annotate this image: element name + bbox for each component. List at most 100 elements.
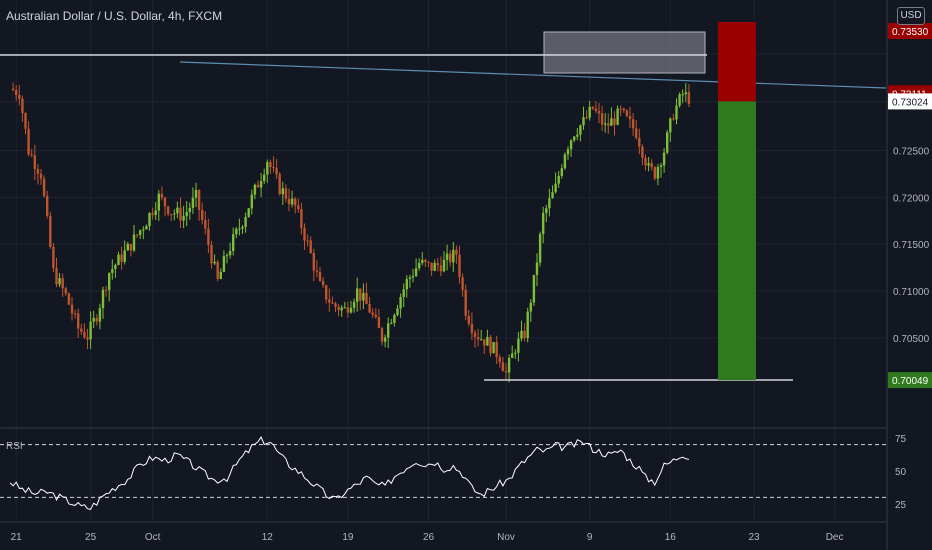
candle-body [622,108,625,111]
candle-body [80,328,83,332]
trend-line [179,61,887,89]
candle-body [337,306,340,311]
candle-body [139,230,142,235]
candle-body [222,256,226,272]
price-tag-target: 0.70049 [892,376,929,387]
candle-body [678,94,681,106]
candle-body [619,108,622,110]
candle-body [427,261,430,263]
candle-body [535,262,539,275]
candle-body [46,195,49,216]
time-axis-label: 25 [85,532,97,543]
candle-body [232,234,235,251]
candle-body [545,208,548,214]
candle-body [27,128,30,155]
rsi-pane-label: RSI [6,441,23,452]
candle-body [39,173,43,179]
candle-body [309,240,312,254]
candle-body [514,352,517,354]
candle-body [170,214,173,216]
candle-body [179,207,182,221]
candle-body [588,106,591,118]
candle-body [399,297,402,309]
candle-body [42,178,46,196]
candle-body [557,175,560,184]
candle-body [526,311,529,339]
candle-body [346,307,350,313]
candle-body [604,123,607,125]
candle-body [408,277,412,280]
currency-badge[interactable]: USD [897,7,925,25]
candle-body [461,277,464,290]
candle-body [173,213,176,215]
chart-title: Australian Dollar / U.S. Dollar, 4h, FXC… [6,9,223,23]
price-axis-label: 0.71500 [893,240,930,251]
candle-body [108,273,111,291]
candle-body [281,188,284,195]
candle-body [486,337,489,346]
time-axis-label: 23 [748,532,760,543]
candle-body [148,213,151,227]
candle-body [194,189,198,198]
candle-body [520,330,523,339]
candle-body [272,167,275,169]
time-axis-label: Nov [497,532,515,543]
candle-body [554,183,557,193]
candle-body [67,293,71,305]
time-axis-label: 19 [342,532,354,543]
candle-body [331,302,334,304]
candle-body [325,285,328,300]
candle-body [126,243,129,251]
candle-body [393,315,396,323]
candle-body [362,292,365,301]
candle-body [628,116,632,120]
candle-body [120,254,123,262]
candle-body [684,92,687,95]
candle-body [77,313,80,329]
candle-body [436,263,439,266]
candle-body [458,254,461,278]
candle-body [616,108,619,125]
candle-body [300,209,303,228]
candle-body [610,118,613,126]
candle-body [36,168,40,174]
candle-body [390,322,393,324]
candle-body [61,278,64,289]
candle-body [473,332,477,337]
candle-body [197,189,201,210]
candle-body [517,338,520,353]
candle-body [675,105,678,120]
stop-loss-zone [718,22,756,102]
candle-body [666,132,669,153]
candle-body [321,280,325,286]
candle-body [445,253,449,260]
candle-body [191,197,195,208]
candle-body [24,113,27,129]
time-axis-label: Oct [145,532,161,543]
candle-body [201,209,204,220]
candle-body [600,113,604,125]
candle-body [507,357,511,373]
candle-body [210,245,213,264]
candle-body [238,228,241,230]
candle-body [303,227,306,241]
candle-body [269,162,272,168]
candle-body [15,90,18,95]
candle-body [154,210,157,215]
candle-body [160,193,164,198]
candle-body [585,117,588,119]
candle-body [504,371,508,373]
candle-body [498,357,501,363]
candle-body [328,299,331,303]
candle-body [650,163,653,168]
candle-body [566,149,570,155]
candle-body [687,92,691,105]
candle-body [343,307,346,309]
candle-body [256,184,260,188]
candle-body [464,289,467,316]
candle-body [365,292,368,305]
candle-body [653,167,656,179]
candle-body [532,274,536,303]
